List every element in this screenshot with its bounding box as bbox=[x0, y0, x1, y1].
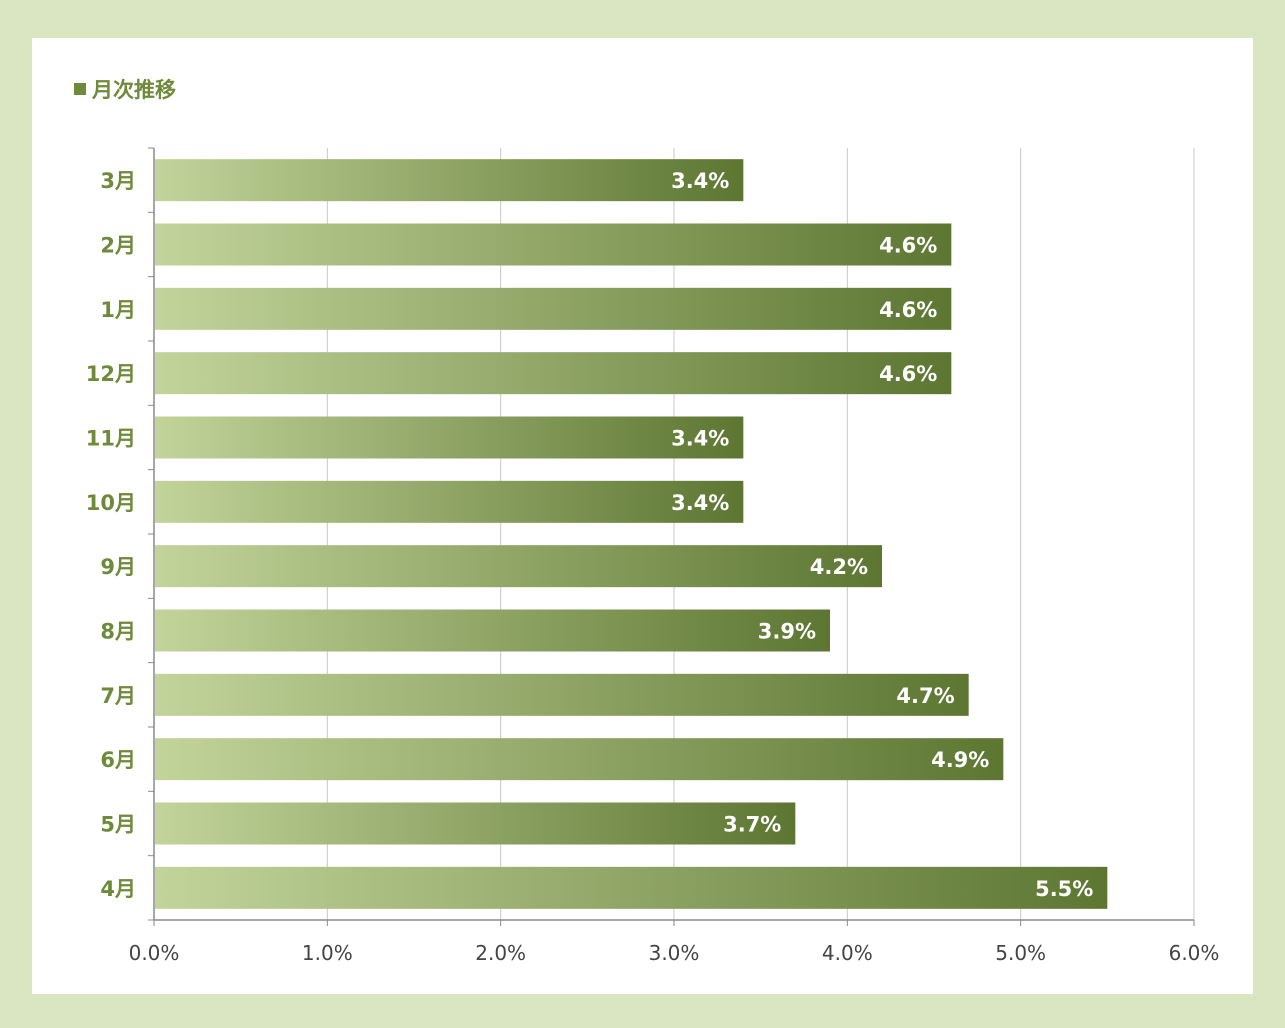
bar bbox=[155, 545, 882, 588]
value-label: 4.6% bbox=[879, 234, 937, 258]
labels: 0.0% 1.0% 2.0% 3.0% 4.0% 5.0% 6.0% 3.4% 3月 4.6% 2月… bbox=[86, 169, 1220, 965]
x-tick-label: 1.0% bbox=[302, 941, 353, 965]
bar bbox=[155, 738, 1004, 781]
bar bbox=[155, 673, 969, 716]
value-label: 4.7% bbox=[896, 684, 954, 708]
category-label: 7月 bbox=[100, 684, 136, 708]
value-label: 4.6% bbox=[879, 298, 937, 322]
category-label: 5月 bbox=[100, 813, 136, 837]
chart-panel: 月次推移 0.0% 1.0% 2.0% 3.0% 4.0% 5.0% 6.0% 3.4% 3月 4… bbox=[32, 38, 1253, 994]
category-label: 2月 bbox=[100, 234, 136, 258]
value-label: 3.4% bbox=[671, 427, 729, 451]
x-tick-label: 4.0% bbox=[822, 941, 873, 965]
bars bbox=[155, 159, 1108, 909]
bar-chart: 0.0% 1.0% 2.0% 3.0% 4.0% 5.0% 6.0% 3.4% 3月 4.6% 2月… bbox=[86, 147, 1220, 965]
chart-title: 月次推移 bbox=[74, 74, 176, 104]
bar bbox=[155, 480, 744, 523]
bar bbox=[155, 609, 830, 652]
category-label: 12月 bbox=[86, 362, 136, 386]
category-label: 4月 bbox=[100, 877, 136, 901]
value-label: 5.5% bbox=[1035, 877, 1093, 901]
title-square-icon bbox=[74, 83, 86, 95]
axes bbox=[148, 147, 1195, 926]
category-label: 8月 bbox=[100, 620, 136, 644]
gridlines bbox=[326, 148, 1195, 920]
value-label: 3.4% bbox=[671, 169, 729, 193]
category-label: 11月 bbox=[86, 427, 136, 451]
x-tick-label: 5.0% bbox=[995, 941, 1046, 965]
category-label: 10月 bbox=[86, 491, 136, 515]
bar bbox=[155, 287, 952, 330]
bar bbox=[155, 416, 744, 459]
bar bbox=[155, 866, 1108, 909]
bar bbox=[155, 352, 952, 395]
category-label: 1月 bbox=[100, 298, 136, 322]
value-label: 3.4% bbox=[671, 491, 729, 515]
bar bbox=[155, 802, 796, 845]
category-label: 6月 bbox=[100, 748, 136, 772]
value-label: 4.2% bbox=[810, 555, 868, 579]
x-tick-label: 0.0% bbox=[129, 941, 180, 965]
category-label: 3月 bbox=[100, 169, 136, 193]
bar bbox=[155, 159, 744, 202]
value-label: 3.7% bbox=[723, 813, 781, 837]
x-tick-label: 2.0% bbox=[475, 941, 526, 965]
x-tick-label: 3.0% bbox=[649, 941, 700, 965]
bar bbox=[155, 223, 952, 266]
chart-title-text: 月次推移 bbox=[92, 78, 176, 102]
x-tick-label: 6.0% bbox=[1169, 941, 1220, 965]
value-label: 4.6% bbox=[879, 362, 937, 386]
category-label: 9月 bbox=[100, 555, 136, 579]
value-label: 3.9% bbox=[758, 620, 816, 644]
value-label: 4.9% bbox=[931, 748, 989, 772]
